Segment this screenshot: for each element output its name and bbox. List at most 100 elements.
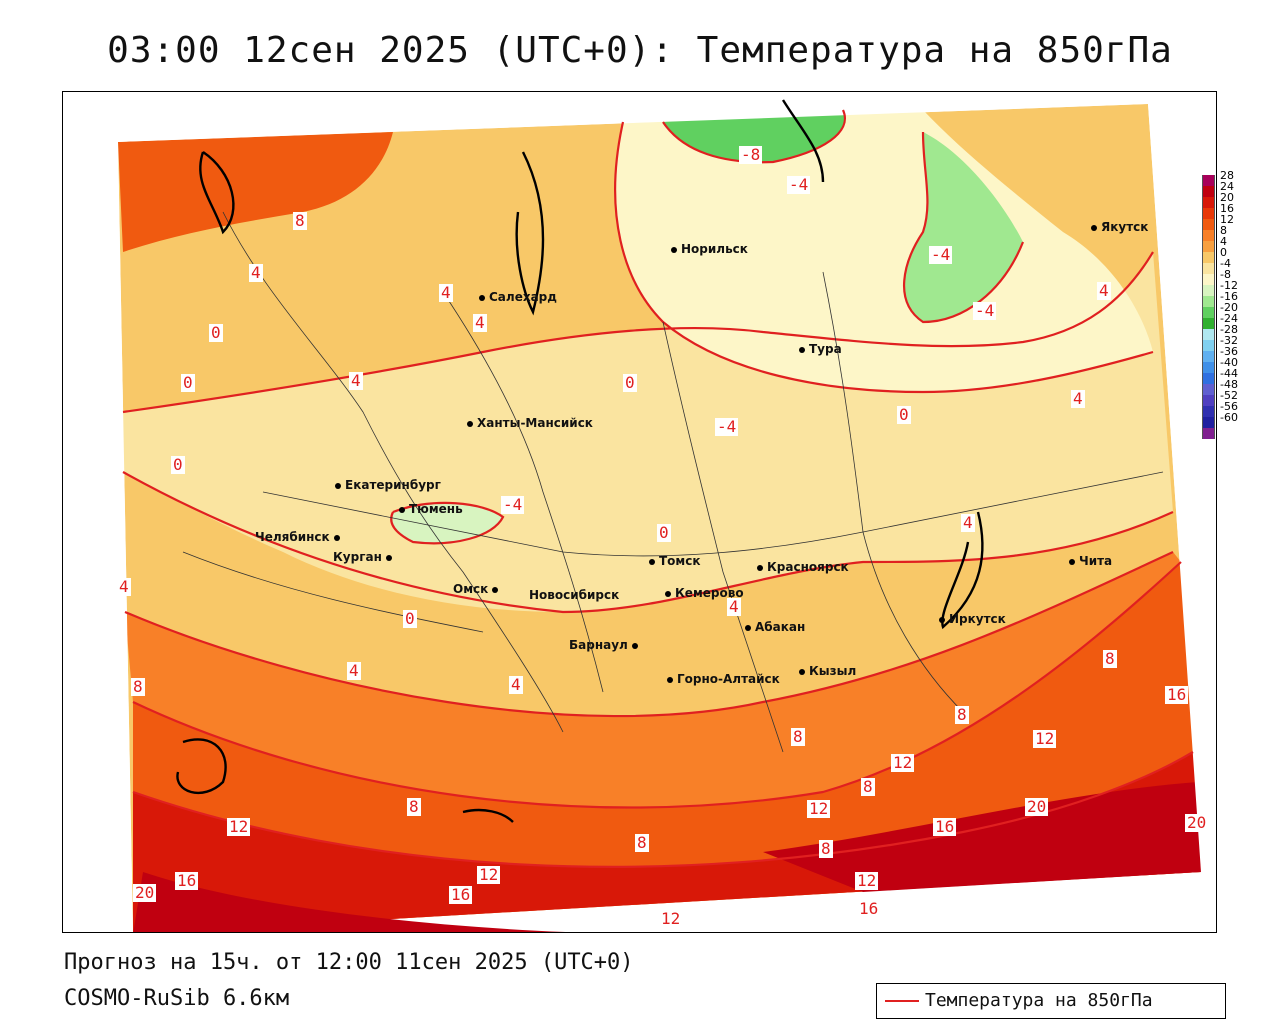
isotherm-label: 20 xyxy=(1185,813,1209,832)
city-dot-icon xyxy=(757,564,763,571)
city-dot-icon xyxy=(399,506,405,513)
isotherm-label: -8 xyxy=(739,145,763,164)
colorbar-swatch xyxy=(1202,340,1215,351)
city-marker: Тура xyxy=(799,342,842,356)
city-marker: Томск xyxy=(649,554,701,568)
colorbar-tick-label: -16 xyxy=(1220,290,1238,303)
isotherm-label: 4 xyxy=(961,513,975,532)
city-marker: Красноярск xyxy=(757,560,849,574)
isotherm-label: 8 xyxy=(635,833,649,852)
isotherm-label: 4 xyxy=(349,371,363,390)
colorbar-tick-label: -20 xyxy=(1220,301,1238,314)
isotherm-label: 8 xyxy=(407,797,421,816)
colorbar-swatch xyxy=(1202,296,1215,307)
colorbar-swatch xyxy=(1202,362,1215,373)
isotherm-label: 0 xyxy=(209,323,223,342)
city-label: Ханты-Мансийск xyxy=(477,416,593,430)
city-label: Курган xyxy=(333,550,382,564)
isotherm-label: 4 xyxy=(727,597,741,616)
city-label: Чита xyxy=(1079,554,1113,568)
colorbar-swatch xyxy=(1202,373,1215,384)
city-marker: Салехард xyxy=(479,290,557,304)
forecast-info: Прогноз на 15ч. от 12:00 11сен 2025 (UTC… xyxy=(64,950,634,975)
temperature-map: Норильск Якутск Салехард Тура Ханты-Манс… xyxy=(62,91,1217,933)
isotherm-label: 20 xyxy=(1025,797,1049,816)
city-label: Челябинск xyxy=(255,530,330,544)
colorbar-swatch xyxy=(1202,406,1215,417)
colorbar-swatch xyxy=(1202,395,1215,406)
isotherm-label: 0 xyxy=(171,455,185,474)
isotherm-label: 12 xyxy=(1033,729,1057,748)
city-marker: Омск xyxy=(453,582,502,596)
colorbar-swatch xyxy=(1202,274,1215,285)
city-label: Омск xyxy=(453,582,489,596)
colorbar-tick-label: 0 xyxy=(1220,246,1227,259)
city-dot-icon xyxy=(1091,224,1097,231)
isotherm-label: 16 xyxy=(1165,685,1189,704)
field-cold-core-north xyxy=(663,109,845,163)
colorbar-tick-label: 4 xyxy=(1220,235,1227,248)
colorbar-swatch xyxy=(1202,351,1215,362)
colorbar-tick-label: 24 xyxy=(1220,180,1234,193)
isotherm-label: 4 xyxy=(1071,389,1085,408)
city-dot-icon xyxy=(667,676,673,683)
city-dot-icon xyxy=(467,420,473,427)
colorbar-tick-label: -28 xyxy=(1220,323,1238,336)
isotherm-label: 16 xyxy=(175,871,199,890)
model-label: COSMO-RuSib 6.6км xyxy=(64,986,290,1011)
city-dot-icon xyxy=(799,668,805,675)
field-band-minus4-0 xyxy=(615,110,1153,392)
field-nw-warm xyxy=(118,132,393,252)
isotherm-label: 12 xyxy=(477,865,501,884)
city-dot-icon xyxy=(1069,558,1075,565)
city-dot-icon xyxy=(333,534,340,541)
colorbar-swatch xyxy=(1202,241,1215,252)
city-dot-icon xyxy=(745,624,751,631)
isotherm-label: 0 xyxy=(403,609,417,628)
colorbar-swatch xyxy=(1202,186,1215,197)
city-label: Кызыл xyxy=(809,664,857,678)
isotherm-label: 0 xyxy=(623,373,637,392)
isotherm-label: 8 xyxy=(293,211,307,230)
isotherm-label: 4 xyxy=(117,577,131,596)
city-dot-icon xyxy=(492,586,499,593)
city-dot-icon xyxy=(671,246,677,253)
colorbar-tick-label: 20 xyxy=(1220,191,1234,204)
map-title: 03:00 12сен 2025 (UTC+0): Температура на… xyxy=(107,30,1173,71)
isotherm-label: -4 xyxy=(715,417,739,436)
colorbar-tick-label: 16 xyxy=(1220,202,1234,215)
city-marker: Кызыл xyxy=(799,664,856,678)
city-dot-icon xyxy=(665,590,671,597)
colorbar-swatch xyxy=(1202,263,1215,274)
city-marker: Челябинск xyxy=(255,530,344,544)
city-marker: Якутск xyxy=(1091,220,1148,234)
isotherm-label: -4 xyxy=(787,175,811,194)
city-label: Барнаул xyxy=(569,638,628,652)
colorbar-swatch xyxy=(1202,307,1215,318)
colorbar-swatch xyxy=(1202,175,1215,186)
isotherm-label: 16 xyxy=(933,817,957,836)
isotherm-label: 4 xyxy=(347,661,361,680)
legend-line-icon xyxy=(885,1000,919,1002)
isotherm-label: 4 xyxy=(473,313,487,332)
city-marker: Барнаул xyxy=(569,638,642,652)
isotherm-label: 4 xyxy=(249,263,263,282)
city-label: Екатеринбург xyxy=(345,478,441,492)
colorbar-swatch xyxy=(1202,285,1215,296)
city-marker: Норильск xyxy=(671,242,748,256)
city-marker: Иркутск xyxy=(939,612,1006,626)
isotherm-label: 0 xyxy=(181,373,195,392)
isotherm-lines xyxy=(122,109,1194,868)
colorbar-tick-label: -60 xyxy=(1220,411,1238,424)
isotherm-label: 4 xyxy=(439,283,453,302)
field-band-8-12 xyxy=(125,552,1181,808)
city-marker: Чита xyxy=(1069,554,1112,568)
city-label: Новосибирск xyxy=(529,588,620,602)
isotherm-label: 16 xyxy=(857,899,881,918)
colorbar-tick-label: -4 xyxy=(1220,257,1231,270)
city-dot-icon xyxy=(335,482,341,489)
legend-box: Температура на 850гПа xyxy=(876,983,1226,1019)
region-borders xyxy=(182,211,1164,753)
colorbar-swatch xyxy=(1202,318,1215,329)
colorbar-tick-label: -12 xyxy=(1220,279,1238,292)
